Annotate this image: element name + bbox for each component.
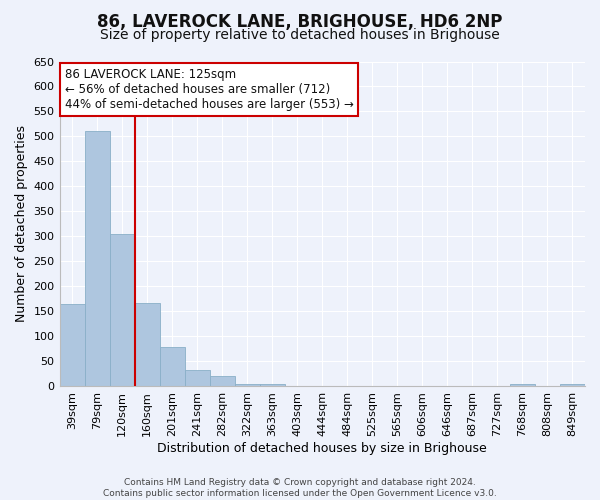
Bar [185,370,209,386]
Bar [85,132,110,386]
Text: 86 LAVEROCK LANE: 125sqm
← 56% of detached houses are smaller (712)
44% of semi-: 86 LAVEROCK LANE: 125sqm ← 56% of detach… [65,68,353,111]
Y-axis label: Number of detached properties: Number of detached properties [15,126,28,322]
Text: 86, LAVEROCK LANE, BRIGHOUSE, HD6 2NP: 86, LAVEROCK LANE, BRIGHOUSE, HD6 2NP [97,12,503,30]
Bar [110,234,134,386]
Text: Size of property relative to detached houses in Brighouse: Size of property relative to detached ho… [100,28,500,42]
Bar [59,304,85,386]
X-axis label: Distribution of detached houses by size in Brighouse: Distribution of detached houses by size … [157,442,487,455]
Bar [209,376,235,386]
Bar [160,347,185,387]
Bar [560,384,585,386]
Bar [134,303,160,386]
Bar [235,384,260,386]
Bar [260,384,285,386]
Bar [510,384,535,386]
Text: Contains HM Land Registry data © Crown copyright and database right 2024.
Contai: Contains HM Land Registry data © Crown c… [103,478,497,498]
